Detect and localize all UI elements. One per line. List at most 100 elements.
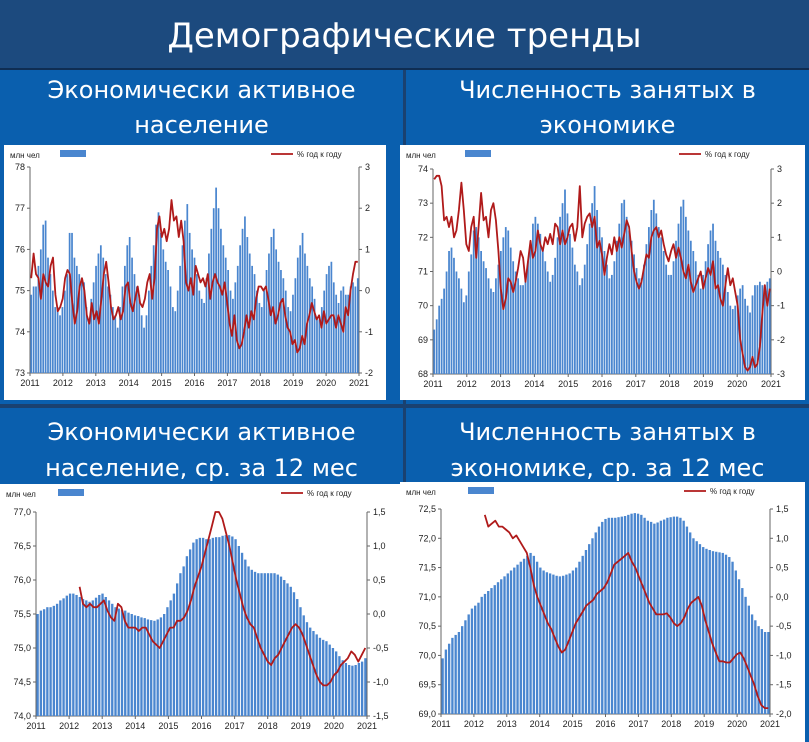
left-tick-label: 69 bbox=[418, 335, 428, 345]
bar bbox=[447, 643, 451, 714]
bar bbox=[196, 274, 198, 373]
x-tick-label: 2019 bbox=[693, 379, 713, 389]
bar bbox=[198, 537, 202, 716]
bar bbox=[251, 265, 253, 373]
bar bbox=[159, 617, 163, 716]
bar bbox=[148, 290, 150, 373]
bar bbox=[155, 224, 157, 373]
panel-title-line1: Экономически активное bbox=[47, 76, 356, 104]
bar bbox=[438, 305, 441, 374]
bar bbox=[721, 552, 724, 714]
bar bbox=[453, 257, 455, 374]
bar bbox=[679, 517, 682, 714]
x-tick-label: 2012 bbox=[464, 719, 484, 729]
right-tick-label: 1 bbox=[777, 232, 782, 242]
right-tick-label: 3 bbox=[777, 164, 782, 174]
x-tick-label: 2021 bbox=[761, 379, 781, 389]
panel-title-line1: Численность занятых в bbox=[459, 76, 756, 104]
bar bbox=[603, 251, 606, 374]
bar bbox=[137, 616, 140, 716]
bar bbox=[566, 213, 569, 374]
bar bbox=[150, 620, 153, 716]
legend-line-label: % год к году bbox=[710, 487, 755, 496]
bar bbox=[441, 658, 444, 714]
bar bbox=[630, 513, 633, 714]
bar bbox=[120, 609, 124, 716]
bar bbox=[85, 600, 88, 716]
x-tick-label: 2014 bbox=[524, 379, 544, 389]
bar bbox=[558, 576, 562, 714]
bar bbox=[554, 257, 557, 374]
bar bbox=[467, 271, 470, 374]
bar bbox=[39, 610, 43, 716]
bar bbox=[65, 595, 68, 716]
legend-line-label: % год к году bbox=[297, 150, 342, 159]
bar bbox=[519, 561, 522, 714]
bar bbox=[111, 603, 114, 716]
bar bbox=[289, 311, 292, 373]
bar bbox=[507, 230, 510, 374]
bar bbox=[455, 271, 458, 374]
left-tick-label: 74,0 bbox=[13, 711, 31, 721]
left-tick-label: 75 bbox=[15, 286, 25, 296]
bar bbox=[218, 537, 221, 716]
bar bbox=[184, 220, 186, 373]
bar bbox=[711, 551, 715, 714]
x-tick-label: 2020 bbox=[727, 379, 747, 389]
x-tick-label: 2018 bbox=[258, 721, 278, 731]
bar bbox=[163, 614, 166, 716]
right-tick-label: 0 bbox=[777, 267, 782, 277]
left-tick-label: 72,5 bbox=[418, 504, 436, 514]
line-series bbox=[433, 174, 771, 372]
bar bbox=[257, 573, 260, 716]
bar bbox=[330, 261, 333, 373]
bar bbox=[620, 203, 623, 374]
bar bbox=[195, 539, 198, 716]
bar bbox=[737, 579, 741, 714]
bar bbox=[335, 294, 338, 373]
bar bbox=[169, 286, 172, 373]
bar bbox=[614, 517, 617, 714]
bar bbox=[461, 626, 464, 714]
bar bbox=[509, 247, 512, 374]
bar bbox=[717, 251, 719, 374]
left-tick-label: 71,5 bbox=[418, 563, 436, 573]
bar bbox=[448, 251, 450, 374]
bar bbox=[573, 264, 576, 374]
bar bbox=[657, 227, 660, 374]
bar bbox=[435, 319, 438, 374]
bar bbox=[522, 558, 526, 714]
bar bbox=[309, 627, 312, 716]
bar bbox=[318, 637, 322, 716]
bar bbox=[596, 210, 598, 374]
bar bbox=[610, 274, 613, 374]
bar bbox=[623, 516, 627, 714]
bar bbox=[152, 245, 155, 373]
bar bbox=[512, 261, 515, 374]
bar bbox=[323, 290, 326, 373]
bar bbox=[286, 583, 289, 716]
bar bbox=[66, 274, 69, 373]
bar bbox=[702, 547, 705, 714]
bar bbox=[594, 532, 597, 714]
bar bbox=[277, 261, 280, 373]
unit-label: млн чел bbox=[10, 151, 40, 160]
bar bbox=[275, 249, 278, 373]
bar bbox=[480, 596, 483, 714]
bar bbox=[662, 519, 666, 714]
bar bbox=[292, 294, 294, 373]
bar bbox=[759, 281, 761, 374]
panel-title-line1: Численность занятых в bbox=[459, 418, 756, 446]
bar bbox=[576, 271, 579, 374]
right-tick-label: 1,0 bbox=[373, 541, 386, 551]
left-tick-label: 68 bbox=[418, 369, 428, 379]
bar bbox=[767, 632, 770, 714]
bar bbox=[741, 285, 744, 374]
bar bbox=[172, 593, 176, 716]
bar bbox=[75, 265, 78, 373]
bar bbox=[763, 632, 767, 714]
bar bbox=[191, 249, 193, 373]
bar bbox=[458, 278, 460, 374]
x-tick-label: 2021 bbox=[357, 721, 377, 731]
right-tick-label: 1,5 bbox=[776, 504, 789, 514]
